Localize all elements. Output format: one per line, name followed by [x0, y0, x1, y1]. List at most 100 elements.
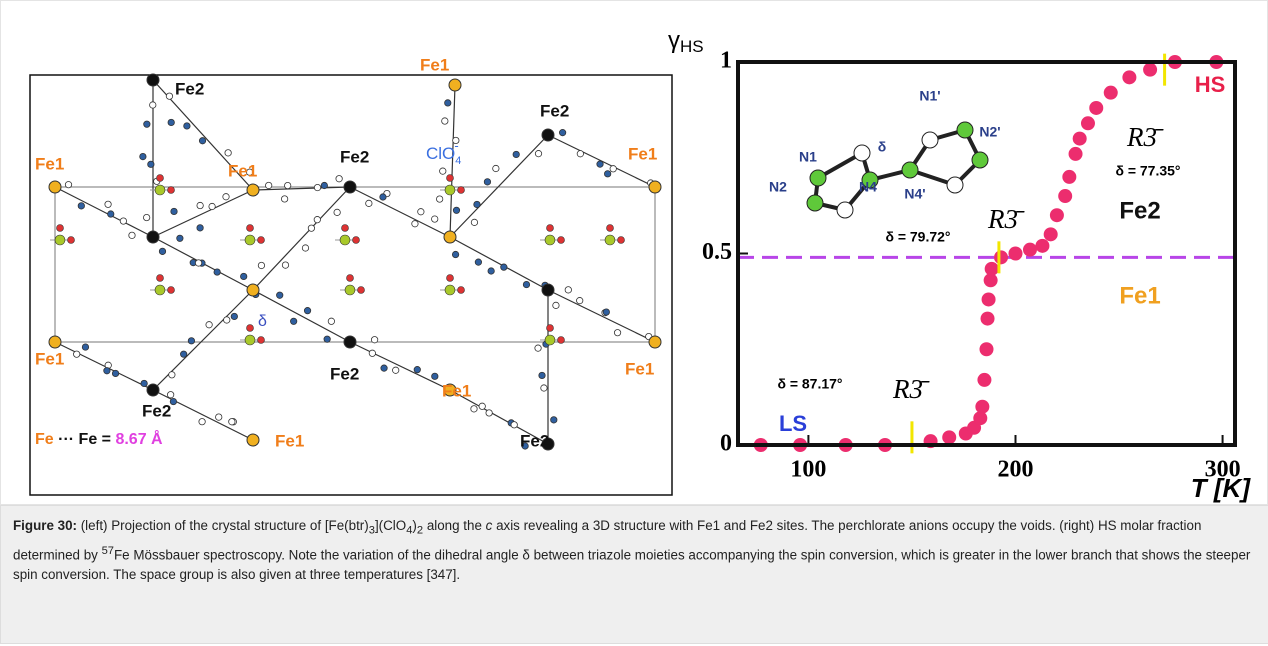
atom: [441, 117, 449, 125]
caption-text: (left) Projection of the crystal structu…: [77, 518, 369, 533]
annotation: Fe1: [1119, 282, 1160, 309]
atom: [165, 92, 174, 100]
atom: [333, 208, 341, 216]
atom: [368, 349, 376, 357]
iron: [541, 437, 555, 451]
iron-label: Fe2: [175, 79, 204, 98]
iron: [443, 383, 457, 397]
atom: [246, 168, 254, 176]
atom: [470, 405, 478, 413]
oxygen: [557, 236, 565, 244]
data-point: [1143, 62, 1158, 77]
iron-label: Fe2: [540, 101, 569, 120]
atom: [379, 193, 387, 201]
chlorine: [544, 334, 556, 346]
caption: Figure 30: (left) Projection of the crys…: [0, 505, 1268, 644]
structure-panel: Fe2 Fe1 Fe1 Fe1 Fe2 Fe2 Fe1 Fe1 Fe2 Fe1 Fe1 Fe2 Fe2 F…: [29, 55, 673, 496]
oxygen: [446, 274, 454, 282]
atom: [596, 160, 604, 168]
oxygen: [617, 236, 625, 244]
atom: [111, 369, 120, 378]
chlorine: [54, 234, 66, 246]
atom: [550, 416, 558, 424]
inset-label: N1': [919, 88, 940, 104]
bond: [54, 341, 154, 391]
atom: [512, 150, 520, 159]
bond: [252, 186, 351, 291]
atom: [487, 267, 495, 275]
iron-label: Fe1: [420, 55, 449, 74]
atom: [169, 397, 177, 406]
data-point: [981, 292, 996, 307]
chlorine: [344, 284, 356, 296]
bond: [349, 341, 451, 391]
caption-italic: c: [485, 518, 493, 533]
caption-sub: 2: [416, 524, 424, 537]
atom: [194, 259, 203, 267]
chlorine: [244, 334, 256, 346]
iron: [246, 183, 260, 197]
bond: [349, 186, 451, 238]
atom: [180, 350, 188, 358]
atom: [107, 210, 115, 218]
inset-label: N4': [904, 186, 925, 202]
atom: [492, 164, 500, 173]
data-point: [984, 261, 999, 276]
distance-part: 8.67 Å: [115, 429, 163, 448]
bond: [547, 289, 656, 343]
chlorine: [444, 284, 456, 296]
y-axis-label: γHS: [668, 27, 704, 56]
atom: [208, 202, 216, 211]
data-point: [1068, 146, 1083, 161]
data-point: [1043, 227, 1058, 242]
iron: [448, 78, 462, 92]
data-point: [942, 430, 957, 445]
y-tick-label: 0: [720, 431, 732, 457]
atom: [196, 201, 204, 210]
data-point: [979, 342, 994, 357]
oxygen: [546, 224, 554, 232]
data-point: [1022, 242, 1037, 257]
iron: [343, 180, 357, 194]
iron-label: Fe1: [275, 431, 304, 450]
atom: [538, 371, 546, 380]
atom: [485, 409, 493, 417]
atom: [215, 413, 223, 421]
iron: [246, 283, 260, 297]
data-point: [977, 372, 992, 387]
iron: [443, 230, 457, 244]
atom: [534, 150, 543, 158]
oxygen: [257, 236, 265, 244]
atom: [540, 384, 548, 392]
chlorine: [444, 184, 456, 196]
distance-part: Fe: [35, 431, 54, 448]
anion-label-part: ClO: [426, 144, 455, 163]
bond: [449, 236, 549, 291]
atom: [451, 250, 460, 259]
data-point: [980, 311, 995, 326]
inset-label: δ: [878, 139, 887, 155]
atom: [327, 317, 335, 325]
atom: [335, 175, 343, 183]
atom: [213, 268, 221, 276]
iron-label: Fe1: [628, 144, 657, 163]
atom: [365, 199, 373, 207]
y-tick-label: 1: [720, 48, 732, 74]
data-point: [1103, 85, 1118, 100]
iron: [541, 283, 555, 297]
iron: [48, 335, 62, 349]
atom: [411, 220, 419, 228]
anion-label: ClO4 -: [426, 138, 461, 166]
oxygen: [246, 224, 254, 232]
iron-label: Fe1: [625, 359, 654, 378]
atom: [73, 350, 81, 358]
oxygen: [352, 236, 360, 244]
atom: [613, 329, 622, 337]
atom: [176, 234, 184, 242]
data-point: [993, 250, 1008, 265]
atom: [534, 344, 542, 352]
atom: [284, 181, 292, 190]
inset-label: N2: [769, 179, 787, 195]
